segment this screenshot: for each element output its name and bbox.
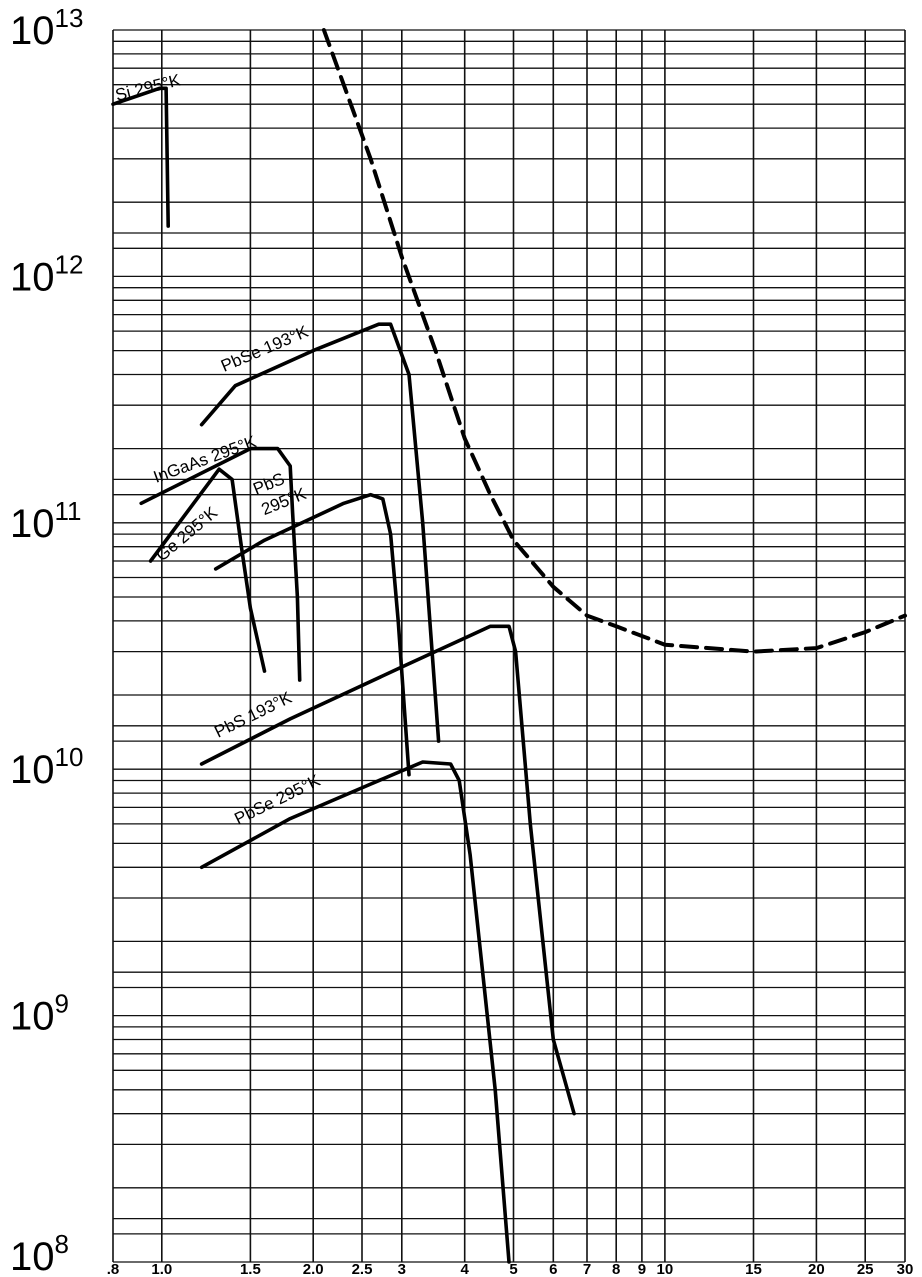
y-tick-label: 109 <box>10 989 69 1039</box>
x-tick-label: 8 <box>612 1261 620 1277</box>
y-tick-label: 1011 <box>10 496 82 546</box>
series-line <box>199 322 441 743</box>
x-tick-label: 20 <box>808 1261 825 1277</box>
series-label: PbS295°K <box>250 463 309 519</box>
background-limit-curve <box>321 28 907 654</box>
y-tick-label: 108 <box>10 1229 69 1277</box>
series-line <box>111 86 170 228</box>
x-tick-label: 2.0 <box>303 1261 324 1277</box>
x-tick-label: 10 <box>657 1261 674 1277</box>
series-curves <box>111 28 907 1264</box>
series-line <box>213 492 411 777</box>
y-tick-label: 1010 <box>10 742 83 792</box>
x-tick-label: 5 <box>509 1261 517 1277</box>
x-tick-label: 7 <box>583 1261 591 1277</box>
grid-lines <box>112 29 906 1263</box>
series-line <box>199 624 576 1116</box>
x-tick-label: 1.0 <box>151 1261 172 1277</box>
y-tick-labels: 108 109 1010 1011 1012 1013 <box>10 3 83 1277</box>
x-tick-label: 6 <box>549 1261 557 1277</box>
x-tick-label: 15 <box>745 1261 762 1277</box>
x-tick-label: 4 <box>461 1261 470 1277</box>
y-tick-label: 1013 <box>10 3 83 53</box>
y-tick-label: 1012 <box>10 249 83 299</box>
series-label: Si 295°K <box>113 70 183 105</box>
x-tick-label: 25 <box>857 1261 874 1277</box>
x-tick-label: .8 <box>107 1261 120 1277</box>
series-line <box>148 467 267 673</box>
series-label: PbSe 193°K <box>218 322 311 376</box>
x-tick-label: 2.5 <box>352 1261 373 1277</box>
x-tick-label: 3 <box>398 1261 406 1277</box>
series-line <box>139 446 302 682</box>
x-tick-label: 1.5 <box>240 1261 261 1277</box>
series-line <box>199 760 511 1264</box>
series-label: PbS 193°K <box>211 688 295 742</box>
x-tick-label: 30 <box>897 1261 914 1277</box>
series-label: InGaAs 295°K <box>151 432 260 487</box>
series-label: PbSe 295°K <box>231 771 323 829</box>
x-tick-labels: .8 1.0 1.5 2.0 2.5 3 4 5 6 7 8 9 10 15 20 25 30 <box>107 1261 914 1277</box>
x-tick-label: 9 <box>638 1261 646 1277</box>
